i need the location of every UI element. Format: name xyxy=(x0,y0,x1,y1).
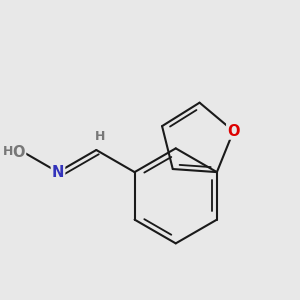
Text: O: O xyxy=(13,145,25,160)
Text: N: N xyxy=(52,165,64,180)
Text: O: O xyxy=(227,124,240,139)
Text: H: H xyxy=(3,145,13,158)
Text: H: H xyxy=(94,130,105,143)
